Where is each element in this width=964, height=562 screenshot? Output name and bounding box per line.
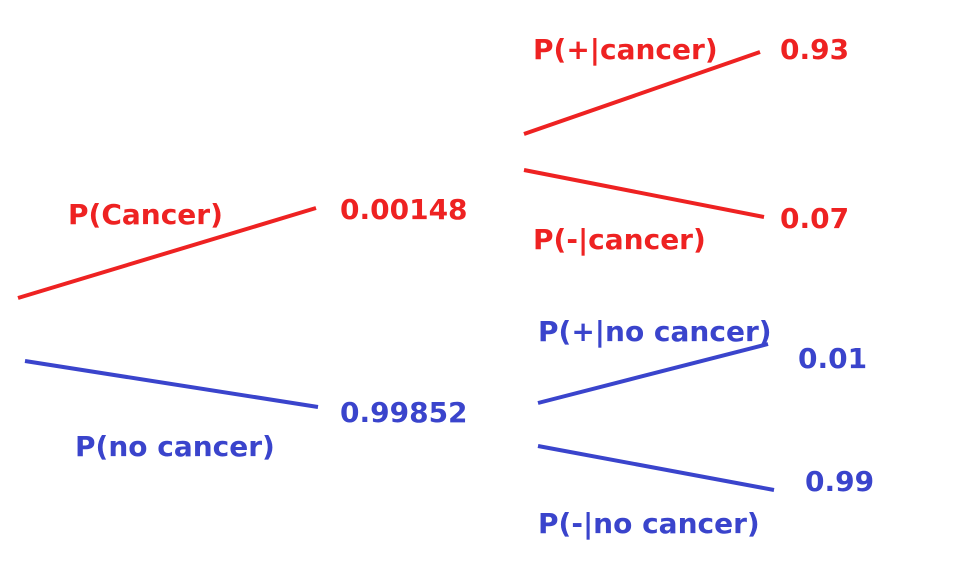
value-p-negative-given-no-cancer: 0.99 [805,465,874,498]
label-p-cancer: P(Cancer) [68,198,223,231]
value-p-negative-given-cancer: 0.07 [780,202,849,235]
value-p-no-cancer: 0.99852 [340,396,468,429]
branch-no-cancer [24,359,319,409]
value-p-positive-given-no-cancer: 0.01 [798,342,867,375]
label-p-negative-given-cancer: P(-|cancer) [533,223,706,256]
value-p-cancer: 0.00148 [340,193,468,226]
label-p-no-cancer: P(no cancer) [75,430,275,463]
label-p-positive-given-no-cancer: P(+|no cancer) [538,315,772,348]
branch-positive-given-no-cancer [537,342,769,405]
label-p-negative-given-no-cancer: P(-|no cancer) [538,507,760,540]
label-p-positive-given-cancer: P(+|cancer) [533,33,718,66]
branch-negative-given-no-cancer [537,444,775,492]
branch-negative-given-cancer [523,168,765,219]
value-p-positive-given-cancer: 0.93 [780,33,849,66]
branch-cancer [17,206,317,300]
branch-positive-given-cancer [523,50,761,136]
